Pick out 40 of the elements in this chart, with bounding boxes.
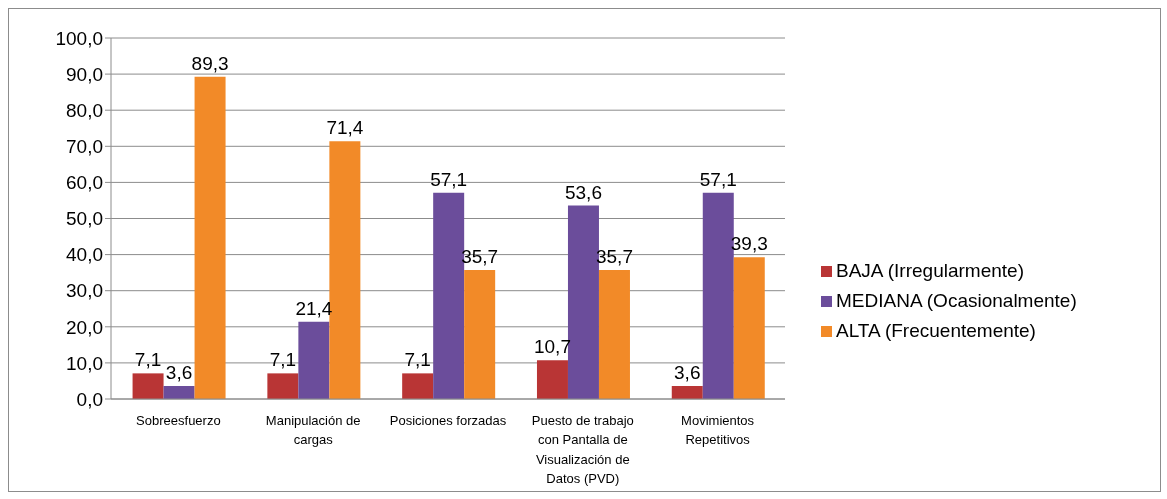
x-tick-label: Sobreesfuerzo	[136, 412, 221, 428]
bar	[464, 270, 496, 399]
y-tick-label: 40,0	[66, 244, 103, 266]
y-tick-label: 0,0	[76, 388, 103, 410]
data-label: 89,3	[191, 52, 229, 74]
x-tick-label: Manipulación de cargas	[265, 412, 361, 448]
bar	[194, 76, 226, 399]
data-label: 57,1	[699, 168, 737, 190]
bar	[163, 386, 195, 399]
legend-label: MEDIANA (Ocasionalmente)	[836, 290, 1077, 311]
data-label: 53,6	[564, 181, 602, 203]
data-label: 3,6	[165, 362, 193, 383]
bar	[598, 270, 630, 399]
y-tick-label: 30,0	[66, 280, 103, 302]
y-tick-label: 70,0	[66, 136, 103, 158]
y-tick-label: 80,0	[66, 99, 103, 121]
bar	[267, 373, 299, 399]
x-tick-label: Posiciones forzadas	[389, 412, 507, 428]
y-tick-label: 10,0	[66, 352, 103, 374]
legend-label: BAJA (Irregularmente)	[836, 260, 1024, 281]
y-tick-label: 90,0	[66, 63, 103, 85]
bar	[298, 321, 330, 399]
legend-label: ALTA (Frecuentemente)	[836, 320, 1036, 341]
x-tick-label: Movimientos Repetitivos	[681, 412, 755, 448]
y-tick-label: 60,0	[66, 172, 103, 194]
bar	[132, 373, 164, 399]
data-label: 71,4	[326, 117, 364, 139]
bar	[402, 373, 434, 399]
bar	[671, 386, 703, 399]
bar	[733, 257, 765, 399]
data-label: 3,6	[674, 362, 701, 383]
data-label: 7,1	[134, 349, 162, 371]
data-label: 7,1	[269, 349, 297, 371]
x-tick-label: Puesto de trabajo con Pantalla de Visualización de Datos (PVD)	[531, 412, 634, 487]
bar	[536, 360, 568, 399]
y-tick-label: 20,0	[66, 316, 103, 338]
data-label: 7,1	[404, 349, 431, 371]
y-tick-label: 50,0	[66, 208, 103, 230]
data-label: 57,1	[430, 168, 468, 190]
y-tick-label: 100,0	[55, 27, 103, 49]
